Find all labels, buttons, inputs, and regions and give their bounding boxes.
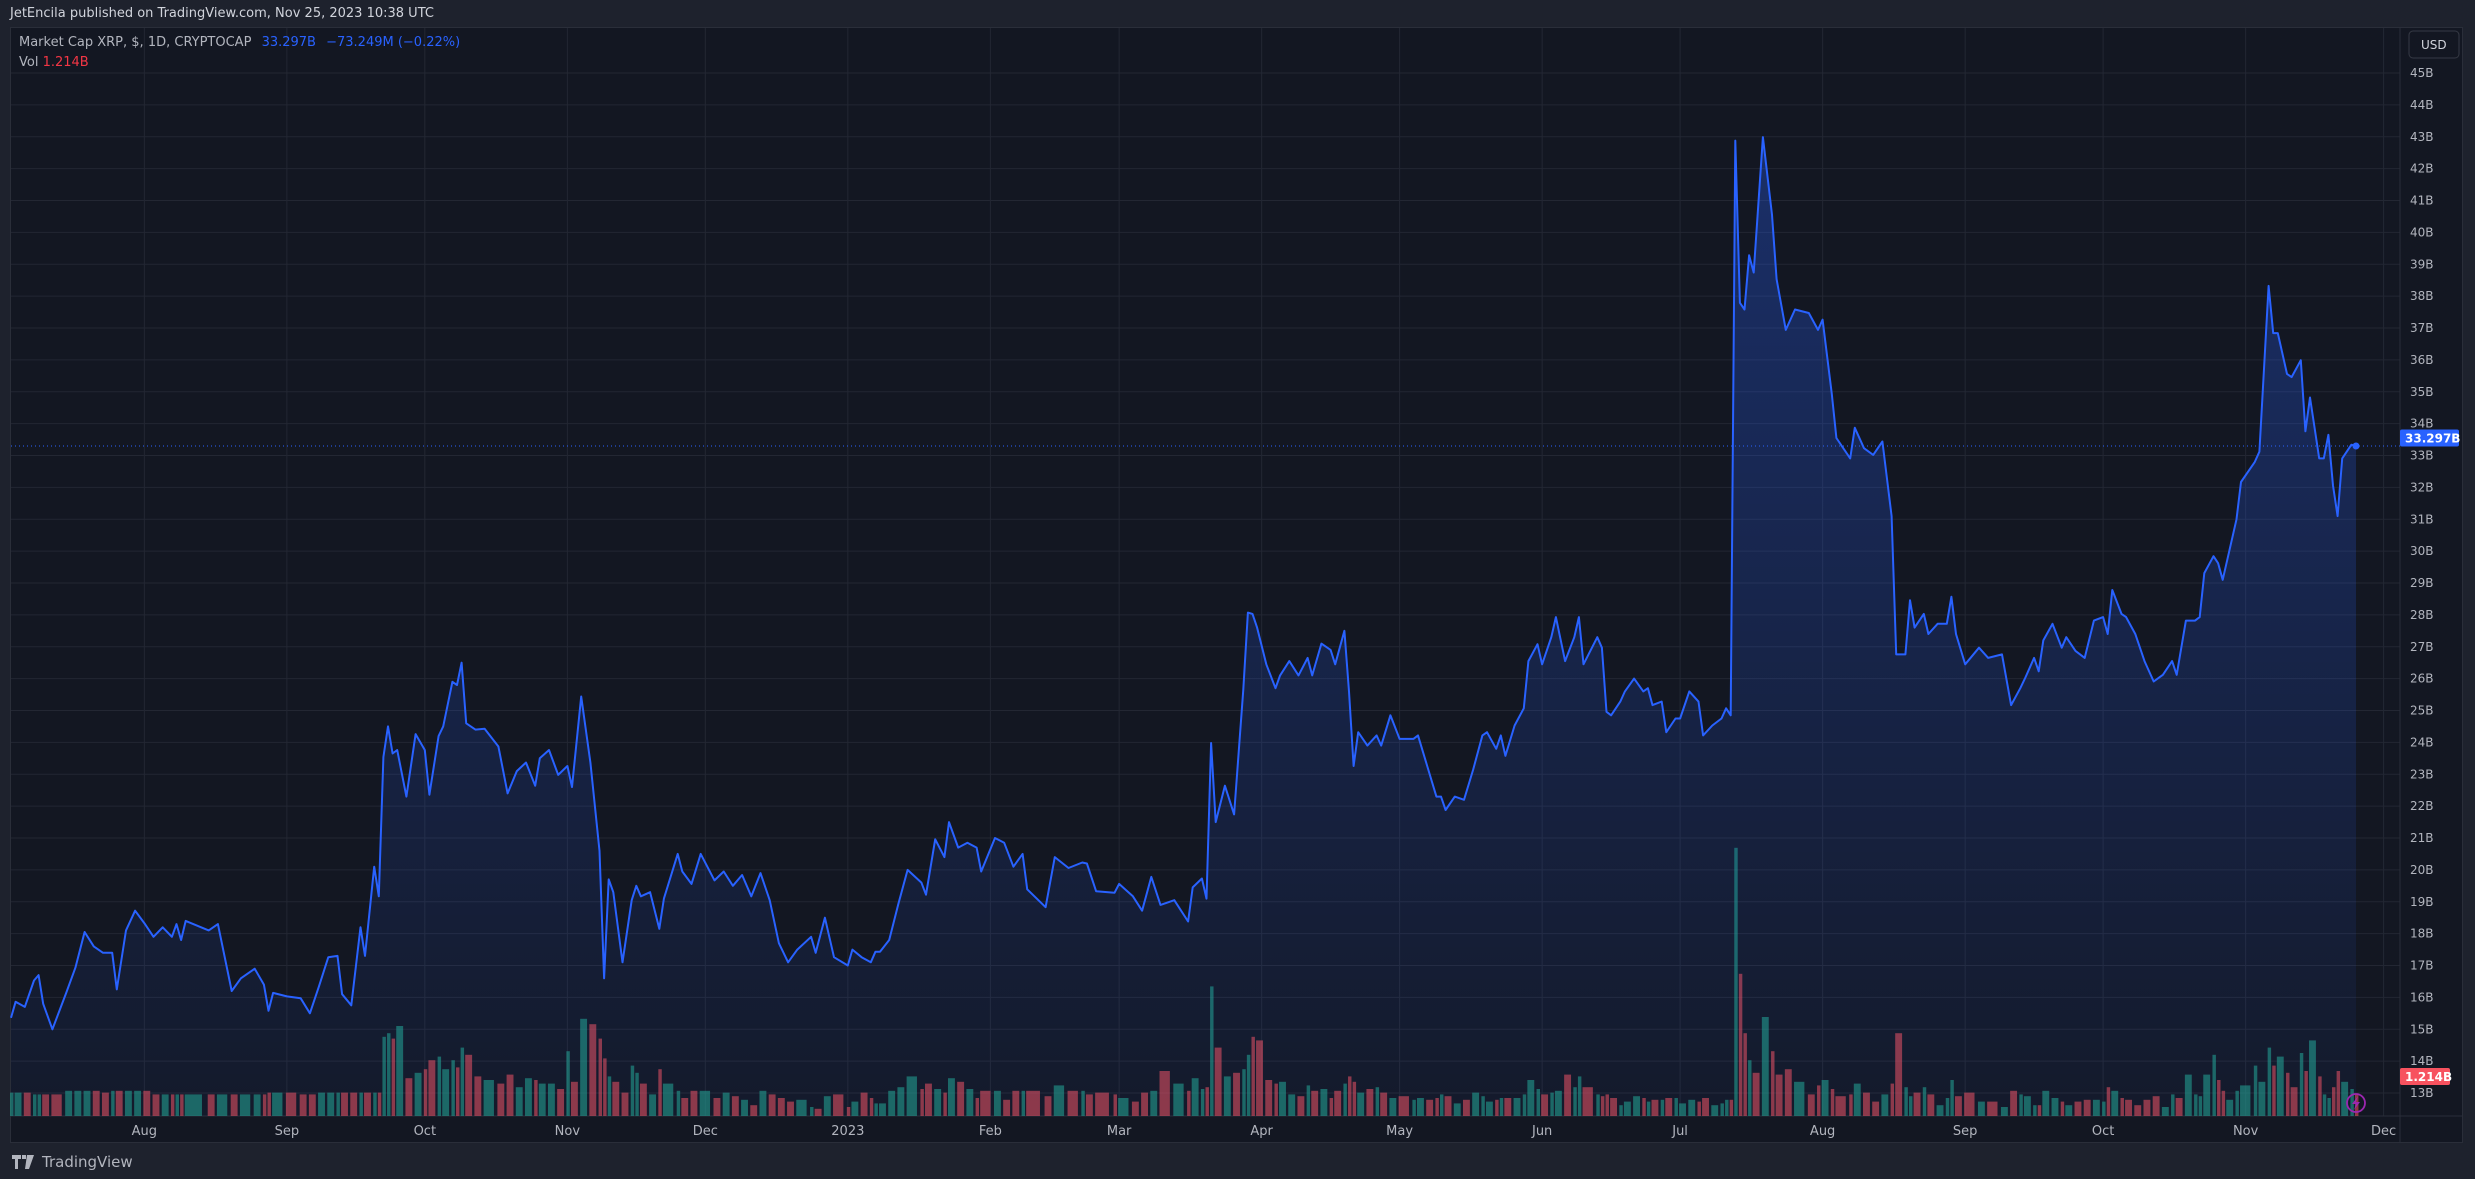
y-tick-label: 26B — [2410, 672, 2434, 686]
x-tick-label: Aug — [132, 1124, 157, 1139]
y-tick-label: 44B — [2410, 98, 2434, 112]
y-tick-label: 25B — [2410, 704, 2434, 718]
last-price-badge: 33.297B — [2400, 429, 2460, 447]
x-tick-label: Nov — [555, 1124, 581, 1139]
y-tick-label: 38B — [2410, 289, 2434, 303]
brand-name: TradingView — [42, 1153, 133, 1171]
y-tick-label: 14B — [2410, 1054, 2434, 1068]
chart-legend: Market Cap XRP, $, 1D, CRYPTOCAP 33.297B… — [19, 33, 466, 73]
tradingview-logo-icon — [12, 1155, 34, 1169]
area-fill — [11, 137, 2356, 1117]
x-tick-label: Aug — [1810, 1124, 1835, 1139]
currency-label: USD — [2421, 38, 2447, 52]
volume-title[interactable]: Vol — [19, 55, 39, 70]
last-value: 33.297B — [261, 35, 316, 50]
currency-button[interactable]: USD — [2408, 30, 2460, 59]
y-tick-label: 45B — [2410, 66, 2434, 80]
y-tick-label: 22B — [2410, 799, 2434, 813]
y-tick-label: 28B — [2410, 608, 2434, 622]
y-tick-label: 23B — [2410, 767, 2434, 781]
y-tick-label: 27B — [2410, 640, 2434, 654]
y-tick-label: 43B — [2410, 130, 2434, 144]
volume-value: 1.214B — [42, 55, 89, 70]
x-tick-label: Feb — [979, 1124, 1002, 1139]
x-tick-label: Sep — [275, 1124, 300, 1139]
y-tick-label: 35B — [2410, 385, 2434, 399]
y-tick-label: 24B — [2410, 735, 2434, 749]
symbol-title[interactable]: Market Cap XRP, $, 1D, CRYPTOCAP — [19, 35, 252, 50]
publish-info: JetEncila published on TradingView.com, … — [10, 6, 434, 21]
lightning-icon[interactable] — [2346, 1093, 2366, 1113]
y-tick-label: 33B — [2410, 449, 2434, 463]
price-axis: 13B 14B 15B 16B 17B 18B 19B 20B 21B 22B 23B 24B 25B 2… — [2410, 66, 2434, 1100]
x-tick-label: Jul — [1671, 1124, 1688, 1139]
volume-badge: 1.214B — [2400, 1068, 2452, 1085]
x-tick-label: Oct — [2092, 1124, 2114, 1139]
time-axis: Aug Sep Oct Nov Dec 2023 Feb Mar Apr May Jun Jul Aug… — [132, 1124, 2397, 1139]
y-tick-label: 19B — [2410, 895, 2434, 909]
last-volume-value: 1.214B — [2405, 1070, 2452, 1084]
x-tick-label: Nov — [2233, 1124, 2259, 1139]
x-tick-label: Mar — [1107, 1124, 1132, 1139]
x-tick-label: Oct — [414, 1124, 436, 1139]
x-tick-label: Sep — [1953, 1124, 1978, 1139]
y-tick-label: 31B — [2410, 512, 2434, 526]
change-value: −73.249M (−0.22%) — [326, 35, 461, 50]
last-price-value: 33.297B — [2405, 432, 2460, 446]
y-tick-label: 21B — [2410, 831, 2434, 845]
y-tick-label: 40B — [2410, 225, 2434, 239]
y-tick-label: 15B — [2410, 1022, 2434, 1036]
x-tick-label: Dec — [2371, 1124, 2396, 1139]
footer: TradingView — [12, 1150, 133, 1174]
publish-bar: JetEncila published on TradingView.com, … — [0, 0, 2475, 27]
y-tick-label: 17B — [2410, 959, 2434, 973]
y-tick-label: 37B — [2410, 321, 2434, 335]
x-tick-label: May — [1386, 1124, 1413, 1139]
y-tick-label: 36B — [2410, 353, 2434, 367]
y-tick-label: 41B — [2410, 194, 2434, 208]
y-tick-label: 32B — [2410, 480, 2434, 494]
x-tick-label: Jun — [1531, 1124, 1552, 1139]
y-tick-label: 39B — [2410, 257, 2434, 271]
price-line — [10, 136, 2357, 1031]
last-price-dot — [2352, 442, 2360, 450]
y-tick-label: 34B — [2410, 417, 2434, 431]
y-tick-label: 30B — [2410, 544, 2434, 558]
y-tick-label: 16B — [2410, 990, 2434, 1004]
x-tick-label: Dec — [693, 1124, 718, 1139]
y-tick-label: 20B — [2410, 863, 2434, 877]
x-tick-label: 2023 — [831, 1124, 864, 1139]
y-tick-label: 18B — [2410, 927, 2434, 941]
x-tick-label: Apr — [1250, 1124, 1273, 1139]
y-tick-label: 13B — [2410, 1086, 2434, 1100]
y-tick-label: 29B — [2410, 576, 2434, 590]
y-tick-label: 42B — [2410, 162, 2434, 176]
